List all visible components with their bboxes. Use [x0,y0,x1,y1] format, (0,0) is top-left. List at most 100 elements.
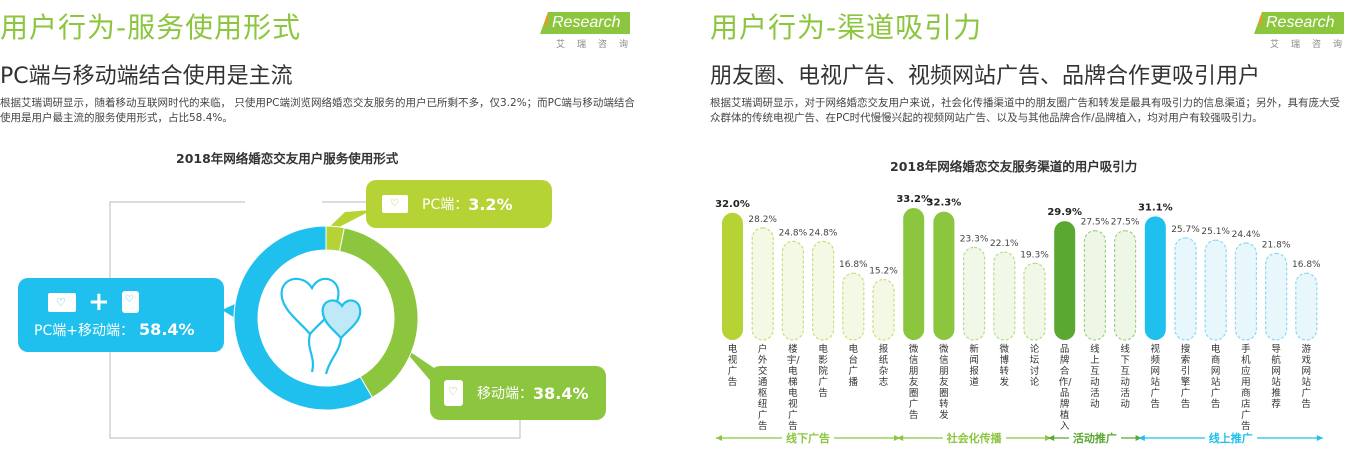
bar-category-label: 微信朋友圈转发 [939,344,949,421]
bar-18 [1264,252,1288,341]
donut-chart [109,201,521,439]
group-arrow-head [1048,435,1055,441]
bar-category-label: 新闻报道 [969,344,979,388]
bar-category-label: 报纸杂志 [878,344,889,388]
bar-category-label: 电视广告 [727,344,738,388]
bar-value-label: 15.2% [869,267,898,277]
bar-value-label: 19.3% [1020,250,1049,260]
bar-category-label: 电影院广告 [818,344,828,399]
page-subtitle: 朋友圈、电视广告、视频网站广告、品牌合作更吸引用户 [710,64,1261,89]
page-description: 根据艾瑞调研显示，对于网络婚恋交友用户来说，社会化传播渠道中的朋友圈广告和转发是… [710,97,1340,124]
bar-19 [1295,272,1318,341]
bar-value-label: 28.2% [748,215,777,225]
bar-category-label: 搜索引擎广告 [1180,344,1191,410]
bar-category-label: 楼宇/电梯电视广告 [786,344,800,432]
bar-category-label: 户外交通枢纽广告 [757,344,768,432]
bar-category-label: 导航网站推荐 [1271,344,1281,410]
bar-value-label: 16.8% [1292,260,1321,270]
bar-7 [933,211,955,340]
channel-bar-chart: 32.0%28.2%24.8% 24.8%16.8%15.2%33.2%32.3%… [715,194,1323,441]
group-arrow-head [1138,435,1145,441]
bar-category-label: 视频网站广告 [1150,344,1161,410]
group-label: 线下广告 [782,430,834,446]
pc-callout: ♡ PC端： 3.2% [366,180,552,228]
bar-chart-title: 2018年网络婚恋交友服务渠道的用户吸引力 [890,159,1138,174]
bar-category-label: 电商网站广告 [1210,344,1221,410]
mobile-phone-icon: ♡ [444,380,463,406]
combo-connector-top [109,201,245,280]
bar-category-label: 游戏网站广告 [1301,344,1312,410]
mobile-callout: ♡ 移动端： 38.4% [430,366,606,420]
bar-1 [751,227,774,341]
group-label: 社会化传播 [942,430,1006,446]
combo-callout: ♡ + ♡ PC端+移动端： 58.4% [18,278,224,352]
group-arrow-head [716,435,722,441]
combo-value: 58.4% [139,320,195,339]
group-arrow-head [894,435,900,441]
bar-9 [993,251,1016,341]
usage-form-panel: 用户行为-服务使用形式 PC端与移动端结合使用是主流 根据艾瑞调研显示，随着移动… [0,0,660,462]
bar-13 [1114,230,1137,341]
bar-category-label: 手机应用商店广告 [1241,344,1251,432]
plus-icon: + [88,287,110,317]
group-label: 活动推广 [1068,430,1121,446]
bar-category-label: 微博转发 [999,344,1010,388]
group-label: 线上推广 [1204,430,1257,446]
group-arrow-head [1135,435,1142,441]
heart-balloons-icon [280,277,362,375]
bar-category-label: 论坛讨论 [1029,344,1040,388]
bar-value-label: 29.9% [1047,207,1082,218]
combo-slice [233,225,374,411]
bar-category-label: 微信朋友圈广告 [908,344,919,421]
page-subtitle: PC端与移动端结合使用是主流 [0,64,293,89]
bar-value-label: 24.4% [1232,230,1261,240]
bar-value-label: 16.8% [839,260,868,270]
bar-category-label: 品牌合作/品牌植入 [1058,344,1072,432]
bar-category-label: 线下互动活动 [1120,344,1130,410]
page-title: 用户行为-服务使用形式 [0,11,302,44]
group-arrow-head [1045,435,1051,441]
bar-value-label: 33.2% [896,194,931,205]
pc-value: 3.2% [468,194,513,214]
bar-category-label: 线上互动活动 [1090,344,1100,410]
bar-value-label: 32.0% [715,199,750,210]
group-arrow-head [1316,435,1323,441]
bar-8 [963,246,986,341]
bar-value-label: 31.1% [1138,202,1173,213]
channel-attraction-panel: 用户行为-渠道吸引力 朋友圈、电视广告、视频网站广告、品牌合作更吸引用户 根据艾… [700,0,1368,462]
bar-16 [1204,239,1227,341]
bar-4 [842,272,865,341]
bar-value-label: 25.7% [1171,225,1200,235]
laptop-icon: ♡ [48,292,76,312]
pc-label: PC端： [422,197,469,213]
bar-3 [811,240,835,341]
bar-12 [1083,230,1106,341]
bar-5 [872,278,895,341]
bar-11 [1054,221,1076,340]
bar-10 [1023,262,1046,341]
bar-category-label: 电台广播 [848,344,859,388]
bar-value-label: 23.3% [960,234,989,244]
mobile-label: 移动端： [477,386,533,402]
group-arrow-head [897,435,904,441]
bar-6 [903,208,925,340]
bar-value-label: 27.5% [1081,218,1110,228]
mobile-value: 38.4% [533,383,589,403]
laptop-icon: ♡ [382,195,408,213]
page-description: 根据艾瑞调研显示，随着移动互联网时代的来临， 只使用PC端浏览网络婚恋交友服务的… [0,97,635,124]
bar-2 [781,240,805,341]
iresearch-logo: i Research 艾瑞咨询 [540,12,630,50]
combo-label: PC端+移动端： [34,323,134,339]
bar-value-label: 27.5% [1111,218,1140,228]
bar-value-label: 24.8% [809,228,838,238]
page-title: 用户行为-渠道吸引力 [710,11,983,44]
iresearch-logo: i Research 艾瑞咨询 [1254,12,1344,50]
donut-chart-title: 2018年网络婚恋交友用户服务使用形式 [176,151,399,166]
bar-0 [722,212,743,340]
bar-value-label: 21.8% [1262,240,1291,250]
bar-value-label: 24.8% [779,228,808,238]
bar-value-label: 25.1% [1201,227,1230,237]
mobile-phone-icon: ♡ [121,291,139,313]
bar-15 [1174,237,1197,341]
bar-17 [1234,242,1258,341]
